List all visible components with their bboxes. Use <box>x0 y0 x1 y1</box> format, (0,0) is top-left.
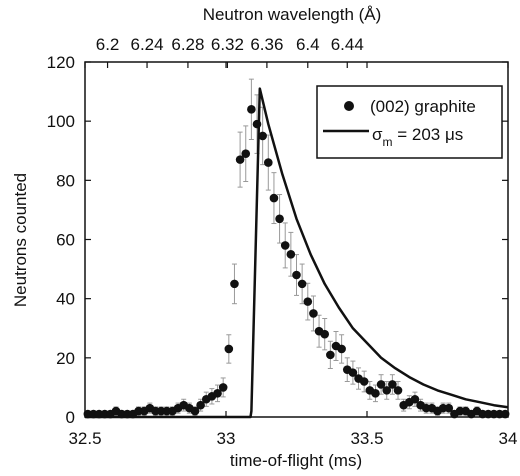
data-point <box>388 380 397 389</box>
y-tick-label: 60 <box>56 231 75 250</box>
data-point <box>280 241 290 250</box>
data-point <box>410 394 420 404</box>
legend: (002) graphite σm = 203 μs <box>316 85 503 159</box>
data-point <box>252 119 262 129</box>
data-point <box>269 193 279 203</box>
legend-box <box>316 85 503 159</box>
y-tick-label: 80 <box>56 171 75 190</box>
data-point <box>241 149 251 159</box>
data-point <box>258 131 267 141</box>
data-point <box>190 406 200 416</box>
top-axis-ticks: 6.2 6.24 6.28 6.32 6.36 6.4 6.44 <box>96 35 364 68</box>
y-axis-label: Neutrons counted <box>11 173 30 307</box>
y-tick-label: 120 <box>47 53 75 72</box>
data-point <box>275 214 284 224</box>
data-point <box>500 409 510 419</box>
data-point <box>286 249 296 259</box>
data-point <box>371 389 380 398</box>
data-point <box>297 279 307 289</box>
data-point <box>224 344 234 354</box>
data-points <box>83 105 510 419</box>
data-point <box>393 386 403 395</box>
top-tick-label: 6.28 <box>171 35 204 54</box>
x-tick-label: 33 <box>217 429 236 448</box>
top-tick-label: 6.24 <box>130 35 163 54</box>
data-point <box>264 158 273 167</box>
data-point <box>444 403 454 413</box>
legend-series-label: (002) graphite <box>370 97 476 116</box>
data-point <box>218 383 228 392</box>
top-tick-label: 6.2 <box>96 35 120 54</box>
data-point <box>326 350 335 360</box>
data-point <box>337 344 346 354</box>
data-point <box>348 368 358 377</box>
data-point <box>376 380 386 389</box>
data-point <box>247 105 256 114</box>
top-tick-label: 6.32 <box>211 35 244 54</box>
data-point <box>382 386 392 395</box>
top-axis-label: Neutron wavelength (Å) <box>203 5 382 24</box>
x-axis-ticks: 32.5 33 33.5 34 <box>68 62 517 448</box>
model-curve <box>85 87 509 419</box>
legend-marker-icon <box>344 101 354 111</box>
data-point <box>292 270 301 280</box>
x-tick-label: 33.5 <box>350 429 383 448</box>
x-tick-label: 34 <box>499 429 518 448</box>
legend-model-label: σm = 203 μs <box>372 125 463 149</box>
data-point <box>230 279 239 289</box>
data-point <box>213 389 222 398</box>
top-tick-label: 6.4 <box>296 35 320 54</box>
y-tick-label: 0 <box>66 408 75 427</box>
model-line <box>85 87 509 419</box>
data-point <box>196 400 205 410</box>
data-point <box>235 155 245 164</box>
data-point <box>309 309 318 318</box>
data-point <box>359 377 369 386</box>
top-tick-label: 6.44 <box>331 35 364 54</box>
y-tick-label: 20 <box>56 349 75 368</box>
data-point <box>303 297 313 306</box>
x-tick-label: 32.5 <box>68 429 101 448</box>
y-tick-label: 100 <box>47 112 75 131</box>
data-point <box>320 329 330 339</box>
y-tick-label: 40 <box>56 290 75 309</box>
x-axis-label: time-of-flight (ms) <box>230 451 362 470</box>
y-axis-ticks: 0 20 40 60 80 100 120 <box>47 53 508 427</box>
top-tick-label: 6.36 <box>250 35 283 54</box>
